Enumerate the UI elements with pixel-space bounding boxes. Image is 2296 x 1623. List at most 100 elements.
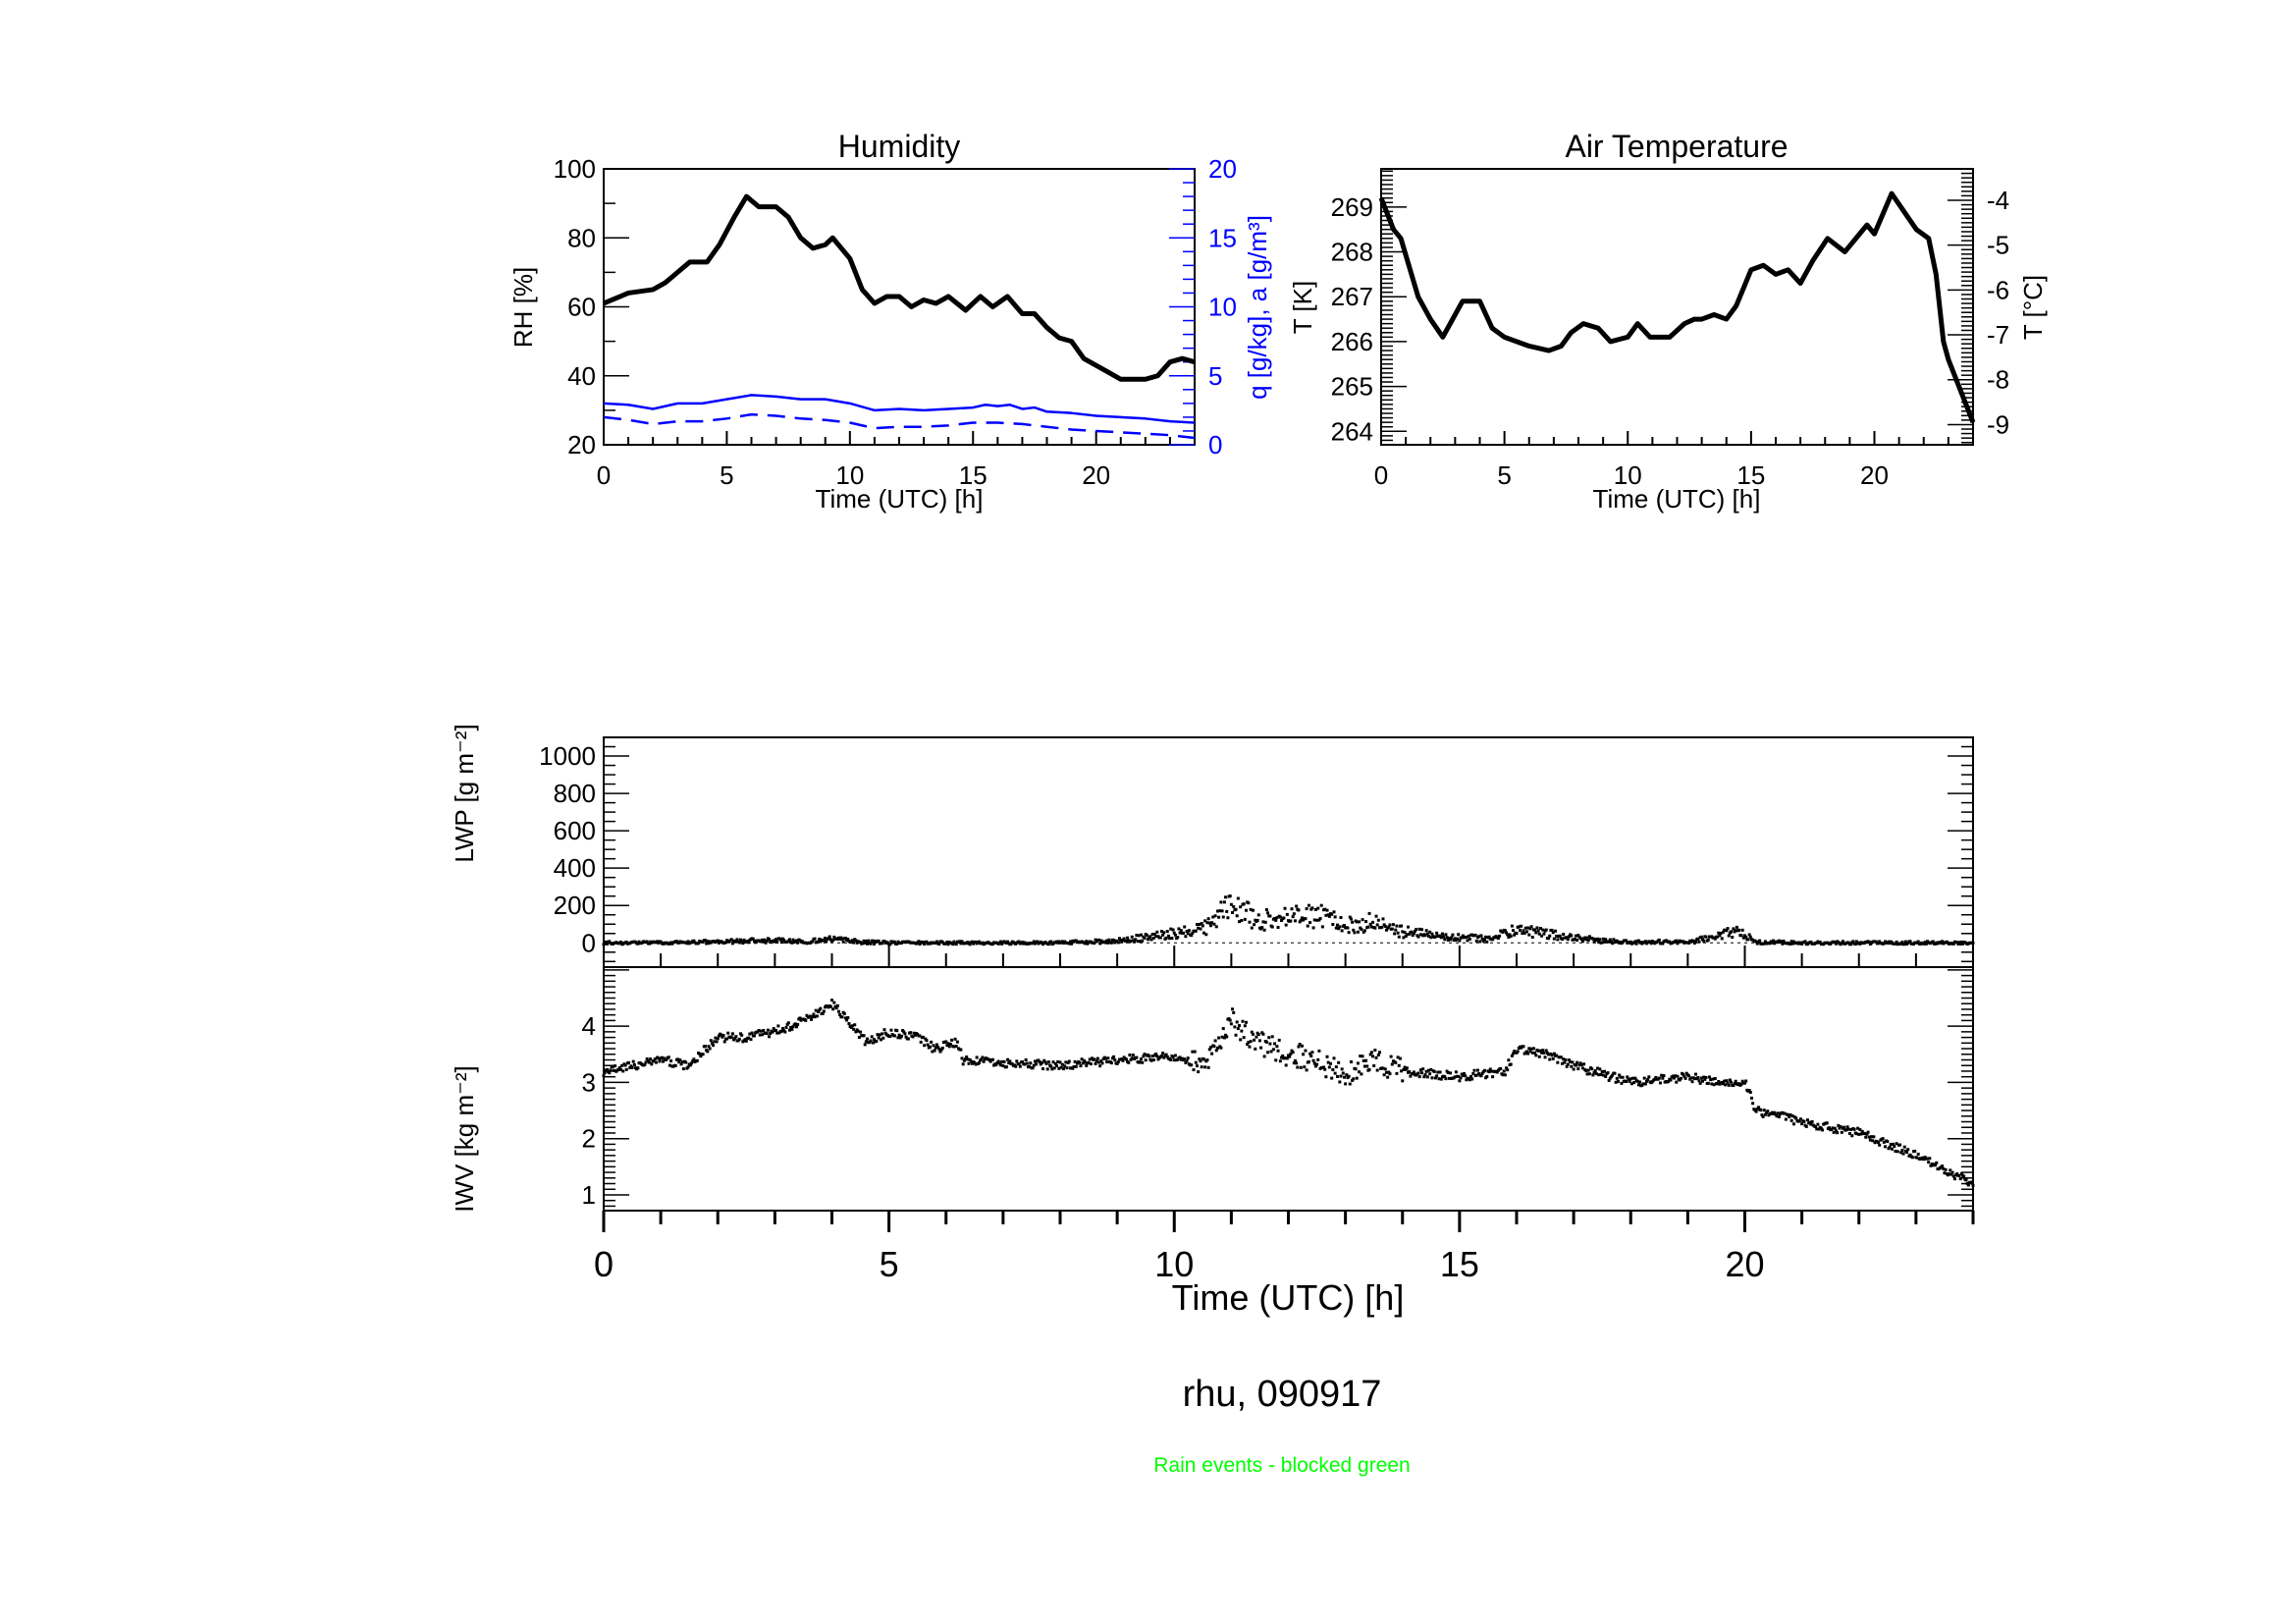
data-point bbox=[936, 1046, 940, 1050]
data-point bbox=[811, 1015, 815, 1019]
data-point bbox=[1130, 1056, 1134, 1060]
left-y-tick-label: 60 bbox=[567, 293, 596, 322]
data-point bbox=[1421, 1067, 1425, 1071]
data-point bbox=[1300, 1044, 1304, 1048]
data-point bbox=[1591, 1073, 1595, 1077]
data-point bbox=[1207, 921, 1211, 925]
data-point bbox=[1886, 1140, 1890, 1144]
data-point bbox=[1863, 1131, 1867, 1135]
data-point bbox=[1397, 1063, 1401, 1067]
data-point bbox=[822, 939, 826, 943]
data-point bbox=[1098, 942, 1102, 946]
data-point bbox=[1522, 1045, 1525, 1049]
data-point bbox=[1682, 1074, 1686, 1078]
data-point bbox=[1105, 939, 1109, 943]
data-point bbox=[838, 1013, 842, 1017]
data-point bbox=[959, 1048, 963, 1052]
data-point bbox=[725, 1037, 729, 1041]
data-point bbox=[737, 941, 741, 945]
data-point bbox=[1542, 1052, 1546, 1055]
data-point bbox=[1593, 1069, 1597, 1073]
data-point bbox=[1583, 936, 1587, 940]
data-point bbox=[1484, 935, 1488, 939]
data-point bbox=[1340, 1067, 1344, 1071]
data-point bbox=[1390, 1062, 1394, 1066]
data-point bbox=[944, 942, 948, 946]
data-point bbox=[1893, 1145, 1896, 1149]
data-point bbox=[1603, 1069, 1607, 1073]
data-point bbox=[1877, 1141, 1881, 1145]
data-point bbox=[1587, 1072, 1591, 1076]
x-tick-label: 20 bbox=[1082, 460, 1110, 490]
data-point bbox=[1255, 918, 1259, 922]
data-point bbox=[721, 1035, 724, 1039]
data-point bbox=[1042, 1058, 1046, 1062]
data-point bbox=[1045, 1067, 1049, 1071]
data-point bbox=[1565, 1064, 1569, 1068]
data-point bbox=[695, 1058, 699, 1062]
data-point bbox=[751, 937, 755, 941]
data-point bbox=[1467, 934, 1470, 938]
data-point bbox=[1172, 931, 1176, 935]
data-point bbox=[1212, 1045, 1216, 1049]
data-point bbox=[1366, 925, 1370, 929]
data-point bbox=[960, 940, 964, 944]
data-point bbox=[1412, 1070, 1415, 1074]
data-point bbox=[629, 1064, 633, 1068]
data-point bbox=[1900, 1149, 1904, 1153]
data-point bbox=[787, 1028, 791, 1032]
x-tick-label: 5 bbox=[1497, 460, 1511, 490]
data-point bbox=[1312, 1061, 1316, 1065]
data-point bbox=[1302, 1053, 1306, 1056]
right-y-tick-label: 10 bbox=[1208, 293, 1237, 322]
data-point bbox=[1437, 1077, 1441, 1081]
data-point bbox=[772, 1027, 775, 1031]
data-point bbox=[1052, 1066, 1056, 1070]
data-point bbox=[827, 937, 830, 941]
data-point bbox=[1550, 928, 1554, 932]
data-point bbox=[862, 939, 866, 943]
data-point bbox=[665, 1057, 668, 1061]
data-point bbox=[1186, 1056, 1190, 1060]
data-point bbox=[1720, 937, 1724, 941]
data-point bbox=[1479, 934, 1483, 938]
data-point bbox=[1004, 1065, 1008, 1069]
data-point bbox=[869, 1039, 873, 1043]
data-point bbox=[948, 1042, 952, 1046]
data-point bbox=[761, 1033, 765, 1037]
data-point bbox=[861, 942, 865, 946]
data-point bbox=[1934, 1163, 1938, 1167]
data-point bbox=[1378, 1051, 1381, 1055]
data-point bbox=[1839, 1125, 1842, 1129]
data-point bbox=[988, 1058, 991, 1062]
data-point bbox=[808, 1014, 812, 1018]
data-point bbox=[1295, 1061, 1299, 1065]
data-point bbox=[1682, 940, 1685, 944]
figure-title: rhu, 090917 bbox=[1183, 1374, 1382, 1415]
data-point bbox=[881, 1032, 884, 1036]
left-y-tick-label: 100 bbox=[554, 154, 596, 184]
data-point bbox=[873, 1038, 877, 1042]
data-point bbox=[1325, 908, 1329, 912]
data-point bbox=[1324, 1075, 1328, 1079]
data-point bbox=[1161, 1052, 1165, 1055]
data-point bbox=[1120, 940, 1124, 944]
data-point bbox=[1051, 1060, 1055, 1064]
data-point bbox=[947, 1045, 951, 1049]
data-point bbox=[1244, 1020, 1248, 1024]
data-point bbox=[1340, 929, 1344, 933]
data-point bbox=[1853, 943, 1857, 947]
data-point bbox=[1682, 1072, 1685, 1076]
data-point bbox=[1224, 895, 1228, 899]
data-point bbox=[1243, 917, 1247, 921]
data-point bbox=[1075, 1061, 1079, 1065]
data-point bbox=[1517, 925, 1521, 929]
data-point bbox=[1056, 1059, 1060, 1063]
data-point bbox=[1319, 903, 1323, 907]
data-point bbox=[1835, 1129, 1838, 1133]
data-point bbox=[1831, 1126, 1835, 1130]
data-point bbox=[1867, 1135, 1871, 1139]
data-point bbox=[1352, 928, 1356, 932]
data-point bbox=[965, 1055, 969, 1059]
